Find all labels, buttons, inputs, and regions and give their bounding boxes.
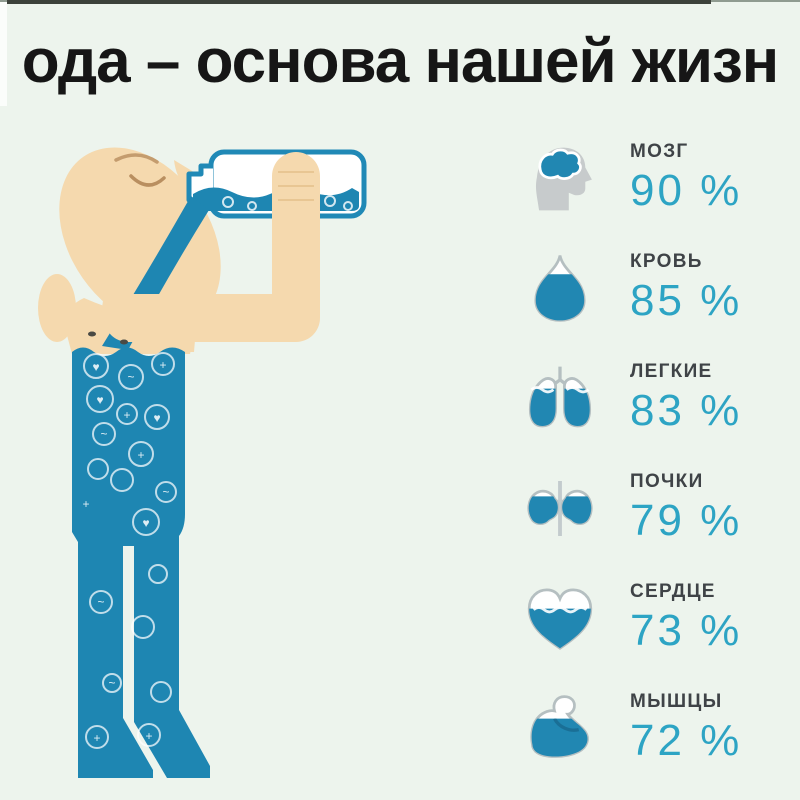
stat-label: СЕРДЦЕ: [630, 581, 716, 602]
stat-row-lungs: ЛЕГКИЕ 83 %: [520, 360, 792, 437]
bubble-plus-icon: +: [93, 731, 100, 745]
bubble-wave-icon: ~: [127, 370, 134, 384]
bubble-heart-icon: ♥: [153, 411, 160, 425]
water-bubble-icon: [116, 403, 138, 425]
head-brain-icon: [535, 147, 592, 211]
stat-value: 83 %: [630, 386, 743, 435]
water-bubble-icon: [87, 458, 109, 480]
stat-label: МЫШЦЫ: [630, 691, 723, 712]
bubble-heart-icon: ♥: [92, 360, 99, 374]
water-bubble-icon: [110, 468, 134, 492]
heart-icon: [527, 588, 593, 650]
water-bubble-icon: [83, 353, 109, 379]
bottle-bubble-icon: [324, 195, 336, 207]
nipple-dot: [120, 339, 128, 345]
lungs-icon: [528, 366, 592, 428]
stat-row-brain: МОЗГ 90 %: [520, 140, 792, 217]
water-bubble-icon: [118, 364, 144, 390]
water-bubble-icon: [137, 723, 161, 747]
finger-lines: [278, 171, 314, 201]
closed-eye: [129, 174, 166, 187]
water-bubble-icon: [151, 352, 175, 376]
bubble-wave-icon: ~: [162, 485, 169, 499]
bottle-bubble-icon: [247, 201, 257, 211]
bubble-plus-icon: +: [159, 358, 166, 372]
edge-artifact-strip: [0, 2, 7, 106]
stat-value: 90 %: [630, 166, 743, 215]
stat-row-muscles: МЫШЦЫ 72 %: [520, 690, 792, 767]
bottle-bubble-icon: [222, 196, 234, 208]
water-bubble-icon: [155, 481, 177, 503]
water-bubble-icon: [128, 441, 154, 467]
water-bubble-icon: [148, 564, 168, 584]
stat-value: 73 %: [630, 606, 743, 655]
bubble-heart-icon: ♥: [142, 516, 149, 530]
water-bubble-icon: [85, 725, 109, 749]
stat-value: 72 %: [630, 716, 743, 765]
edge-artifact-bar: [7, 0, 711, 4]
kidneys-icon: [527, 481, 593, 536]
bottle-bubble-icon: [343, 201, 353, 211]
bubble-plus-icon: +: [123, 408, 130, 422]
water-bubble-icon: [89, 590, 113, 614]
organ-stats-list: МОЗГ 90 % КРОВЬ 85 %: [520, 140, 792, 800]
blood-drop-icon: [534, 255, 586, 322]
water-bubble-icon: [150, 681, 172, 703]
illustration-area: ♥ + ♥ + ♥ + ♥ ~ + + + ~ ~ ~ ~: [0, 118, 480, 800]
arm-skin: [104, 152, 320, 342]
bubble-wave-icon: ~: [108, 676, 115, 690]
stat-label: ПОЧКИ: [630, 471, 704, 492]
body-water: [72, 347, 210, 778]
water-bubble-icon: [102, 673, 122, 693]
eyebrow: [114, 153, 159, 164]
water-bubble-icon: [86, 385, 114, 413]
stat-value: 85 %: [630, 276, 743, 325]
stat-row-heart: СЕРДЦЕ 73 %: [520, 580, 792, 657]
stat-label: МОЗГ: [630, 141, 689, 162]
stat-label: ЛЕГКИЕ: [630, 361, 713, 382]
bubble-plus-icon: +: [145, 729, 152, 743]
bubble-plus-icon: +: [82, 497, 89, 511]
head: [59, 147, 221, 329]
page-title: ода – основа нашей жизн: [21, 27, 779, 96]
water-bubble-icon: [132, 508, 160, 536]
stat-label: КРОВЬ: [630, 251, 703, 272]
bicep-icon: [530, 695, 589, 758]
stat-value: 79 %: [630, 496, 743, 545]
drinking-person-figure: ♥ + ♥ + ♥ + ♥ ~ + + + ~ ~ ~ ~: [38, 147, 367, 778]
bubble-wave-icon: ~: [100, 427, 107, 441]
stat-row-blood: КРОВЬ 85 %: [520, 250, 792, 327]
water-bubble-icon: [131, 615, 155, 639]
bubble-plus-icon: +: [137, 448, 144, 462]
stat-row-kidneys: ПОЧКИ 79 %: [520, 470, 792, 547]
bubble-heart-icon: ♥: [96, 393, 103, 407]
nipple-dot: [88, 331, 96, 337]
water-bubble-icon: [144, 404, 170, 430]
bubble-wave-icon: ~: [97, 595, 104, 609]
water-bubble-icon: [92, 422, 116, 446]
